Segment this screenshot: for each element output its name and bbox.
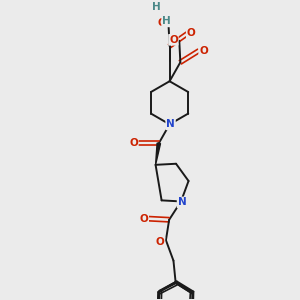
Text: H: H [162, 16, 171, 26]
Text: O: O [199, 46, 208, 56]
Text: H: H [152, 2, 161, 12]
Text: O: O [157, 17, 166, 28]
Text: O: O [187, 28, 196, 38]
Text: O: O [140, 214, 148, 224]
Text: O: O [156, 237, 164, 247]
Text: O: O [169, 35, 178, 45]
Text: N: N [178, 197, 186, 207]
Text: N: N [166, 119, 175, 129]
Text: O: O [129, 138, 138, 148]
Polygon shape [156, 143, 161, 165]
